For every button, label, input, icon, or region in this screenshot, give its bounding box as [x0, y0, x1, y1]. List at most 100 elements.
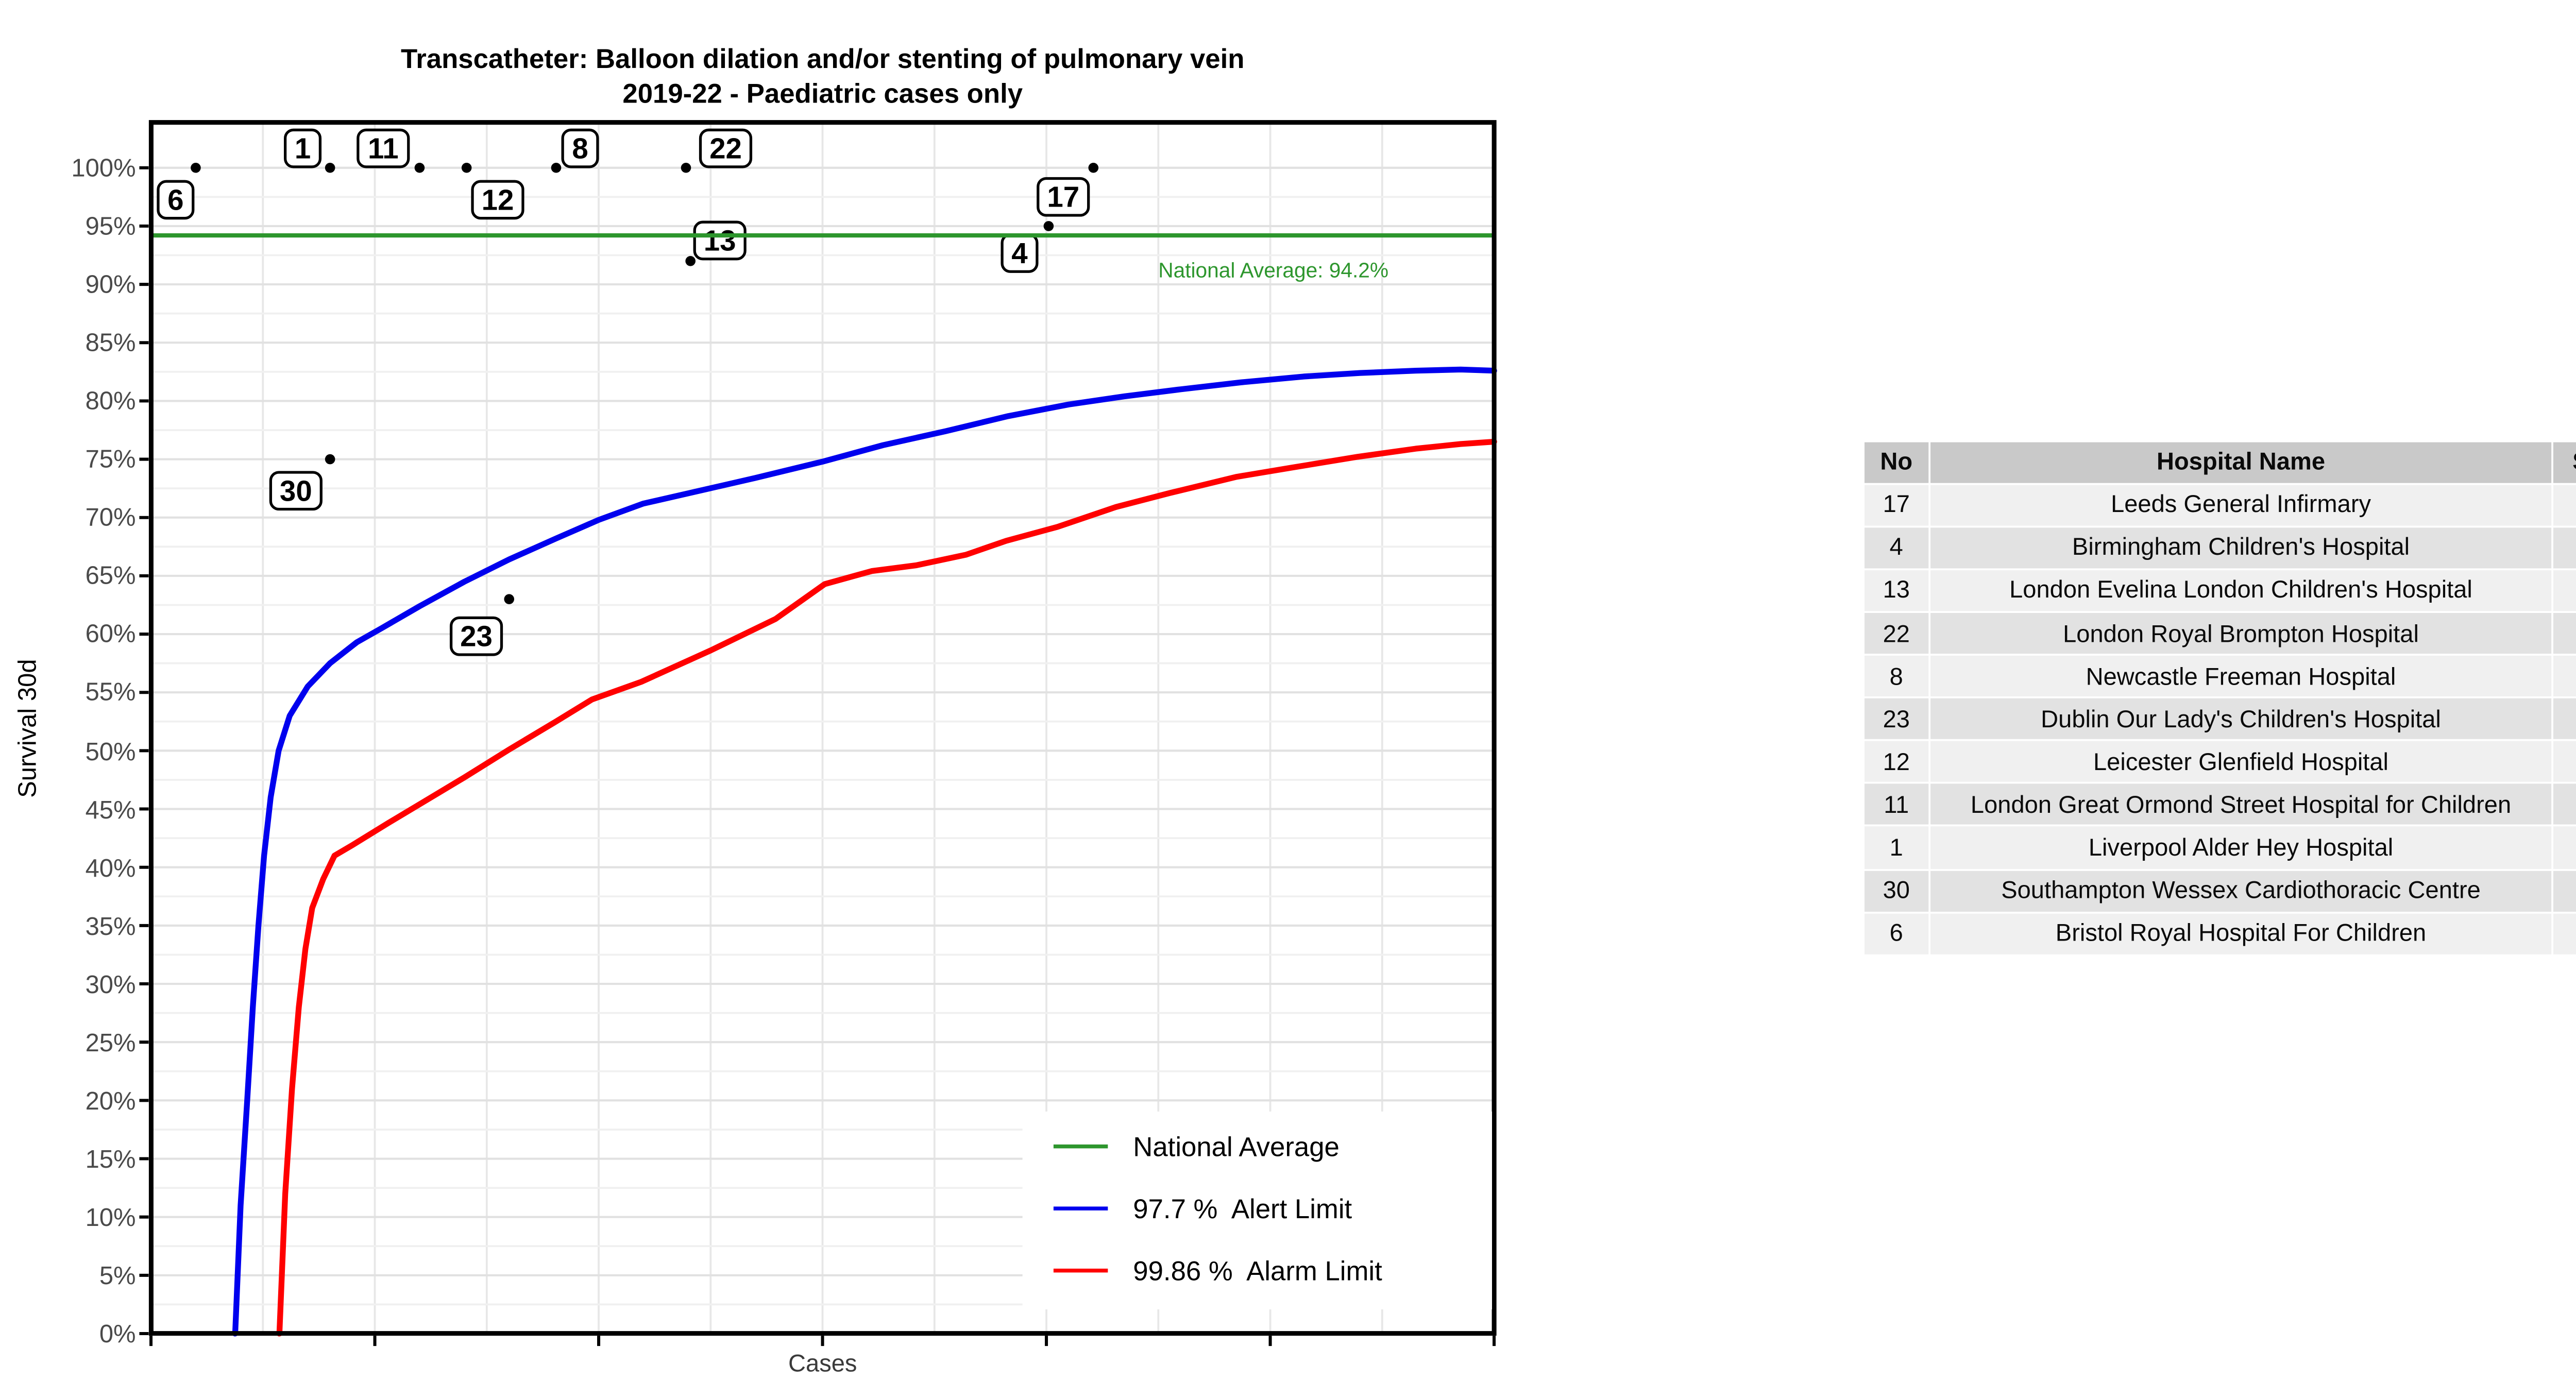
cell-no: 1	[1864, 827, 1929, 868]
cell-no: 13	[1864, 570, 1929, 611]
cell-survival: 95%	[2553, 527, 2576, 568]
chart-title-line1: Transcatheter: Balloon dilation and/or s…	[400, 41, 1245, 73]
cell-survival: 100%	[2553, 913, 2576, 954]
cell-hospital: London Royal Brompton Hospital	[1930, 612, 2552, 654]
point-label-text: 11	[368, 132, 399, 165]
y-tick-label: 0%	[99, 1319, 136, 1349]
point-label-box	[1037, 177, 1090, 217]
y-tick-label: 70%	[85, 503, 136, 532]
data-point-dot	[325, 454, 335, 465]
cell-survival: 100%	[2553, 741, 2576, 782]
data-point-dot	[461, 162, 472, 173]
legend-swatch	[1053, 1144, 1107, 1149]
table-header-cell: Hospital Name	[1930, 441, 2552, 483]
data-point-dot	[685, 256, 696, 266]
y-tick-label: 55%	[85, 677, 136, 707]
y-tick-label: 85%	[85, 328, 136, 357]
point-label-text: 23	[460, 620, 493, 653]
cell-no: 30	[1864, 870, 1929, 911]
point-label-text: 22	[709, 132, 742, 165]
y-tick-label: 40%	[85, 852, 136, 882]
y-tick-label: 90%	[85, 269, 136, 299]
cell-survival: 100%	[2553, 656, 2576, 697]
chart-title: Transcatheter: Balloon dilation and/or s…	[151, 40, 1494, 111]
legend-swatch	[1053, 1206, 1107, 1212]
table-row: 30 Southampton Wessex Cardiothoracic Cent…	[1864, 870, 2576, 911]
data-point-dot	[1043, 221, 1054, 231]
cell-hospital: London Evelina London Children's Hospita…	[1930, 570, 2552, 611]
point-label-text: 8	[572, 132, 588, 165]
point-label-box	[561, 128, 599, 168]
y-tick-label: 100%	[71, 153, 136, 182]
table-header-cell: No	[1864, 441, 1929, 483]
cell-survival: 100%	[2553, 484, 2576, 525]
cell-no: 6	[1864, 913, 1929, 954]
national-average-annotation: National Average: 94.2%	[1158, 260, 1389, 283]
cell-no: 12	[1864, 741, 1929, 782]
point-label-text: 30	[280, 474, 312, 507]
cell-hospital: Leicester Glenfield Hospital	[1930, 741, 2552, 782]
data-point-dot	[325, 162, 335, 173]
plot-axis-ticks	[139, 166, 1496, 1346]
cell-hospital: Dublin Our Lady's Children's Hospital	[1930, 698, 2552, 740]
cell-no: 8	[1864, 656, 1929, 697]
legend-label: 97.7 % Alert Limit	[1133, 1193, 1352, 1224]
point-label-box	[699, 128, 753, 168]
alarm-limit-curve	[276, 438, 1497, 1337]
cell-no: 23	[1864, 698, 1929, 740]
y-tick-label: 15%	[85, 1144, 136, 1173]
point-label-text: 1	[295, 132, 311, 165]
point-label-text: 13	[704, 224, 736, 257]
legend-item: 99.86 % Alarm Limit	[1023, 1251, 1492, 1290]
cell-survival: 100%	[2553, 612, 2576, 654]
data-point-dots	[191, 162, 1099, 604]
point-label-box	[471, 180, 524, 220]
cell-survival: 100%	[2553, 827, 2576, 868]
legend-swatch	[1053, 1268, 1107, 1273]
plot-frame-rect	[148, 120, 1497, 1336]
legend-label: National Average	[1133, 1131, 1340, 1162]
y-tick-label: 80%	[85, 386, 136, 416]
y-tick-label: 60%	[85, 619, 136, 649]
point-label-text: 17	[1047, 181, 1079, 213]
cell-no: 11	[1864, 784, 1929, 826]
chart-title-line2: 2019-22 - Paediatric cases only	[622, 77, 1023, 109]
y-tick-label: 30%	[85, 969, 136, 999]
data-point-dot	[1088, 162, 1099, 173]
cell-survival: 92%	[2553, 570, 2576, 611]
data-point-dot	[551, 162, 562, 173]
y-tick-label: 10%	[85, 1202, 136, 1232]
alert-limit-curve	[232, 366, 1497, 1337]
y-tick-label: 95%	[85, 211, 136, 241]
cell-survival: 100%	[2553, 784, 2576, 826]
plot-border	[148, 120, 1497, 1336]
cell-no: 22	[1864, 612, 1929, 654]
y-tick-label: 45%	[85, 794, 136, 824]
legend: National Average 97.7 % Alert Limit 99.86 …	[1022, 1111, 1492, 1309]
cell-no: 17	[1864, 484, 1929, 525]
data-point-dot	[681, 162, 691, 173]
cell-hospital: London Great Ormond Street Hospital for …	[1930, 784, 2552, 826]
data-point-dot	[414, 162, 425, 173]
table-row: 13 London Evelina London Children's Hospi…	[1864, 570, 2576, 611]
cell-hospital: Southampton Wessex Cardiothoracic Centre	[1930, 870, 2552, 911]
y-tick-label: 25%	[85, 1027, 136, 1057]
point-label-box	[449, 616, 503, 656]
point-label-box	[693, 220, 747, 261]
y-tick-label: 20%	[85, 1086, 136, 1115]
y-tick-label: 65%	[85, 561, 136, 591]
point-label-text: 6	[167, 183, 183, 216]
legend-item: 97.7 % Alert Limit	[1023, 1189, 1492, 1227]
cell-hospital: Bristol Royal Hospital For Children	[1930, 913, 2552, 954]
y-tick-label: 50%	[85, 736, 136, 765]
data-point-dot	[191, 162, 201, 173]
data-point-dot	[504, 594, 515, 604]
point-label-box	[157, 180, 195, 220]
